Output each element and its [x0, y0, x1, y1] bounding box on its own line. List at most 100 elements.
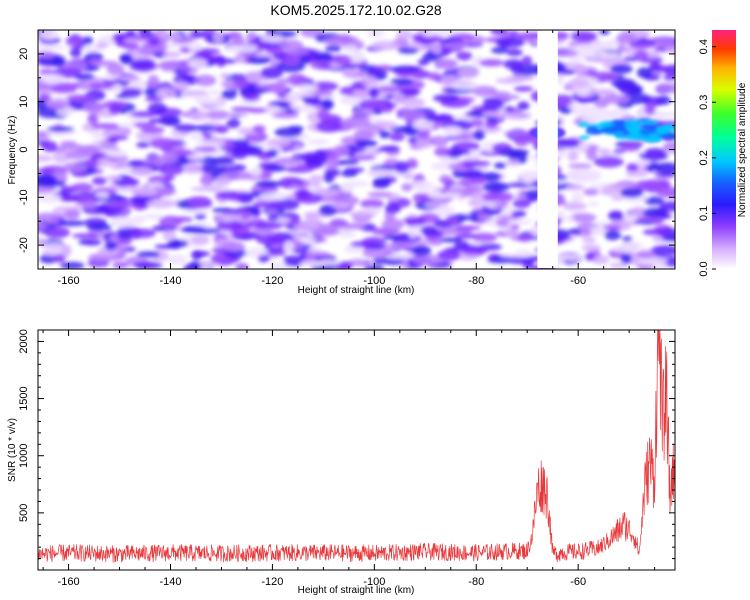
x-tick-label: -60: [570, 275, 586, 287]
spectrogram-cell: [56, 107, 74, 117]
spectrogram-cell: [620, 253, 632, 265]
spectrogram-cell: [109, 216, 138, 228]
spectrogram-cell: [306, 138, 330, 146]
spectrogram-cell: [607, 210, 624, 222]
spectrogram-cell: [366, 168, 394, 176]
spectrogram-cell: [109, 135, 129, 141]
spectrogram-cell: [257, 151, 273, 160]
spectrogram-cell: [91, 123, 121, 130]
colorbar-label: Normalized spectral amplitude: [737, 82, 748, 217]
spectrogram-cell: [64, 209, 81, 220]
spectrogram-cell: [269, 198, 283, 210]
snr-x-axis: -160 -140 -120 -100 -80 -60: [42, 330, 656, 588]
spectrogram-cell: [230, 106, 256, 112]
spectrogram-cell: [620, 187, 644, 198]
spectrogram-cell: [46, 126, 75, 132]
spectrogram-cell: [41, 140, 58, 152]
spectrogram-cell: [424, 114, 455, 123]
spectrogram-cell: [331, 201, 352, 210]
spectrogram-cell: [104, 241, 118, 251]
spectrogram-cell: [339, 95, 364, 105]
spectrogram-cell: [496, 94, 521, 100]
spectrogram-cell: [304, 251, 331, 258]
spectrogram-cell: [182, 208, 210, 215]
spectrogram-cell: [473, 129, 485, 141]
spectrogram-cell: [193, 146, 218, 153]
spectrogram-cell: [239, 233, 261, 239]
spectrogram-cell: [129, 166, 154, 177]
spectrogram-cell: [260, 34, 283, 43]
spectrogram-cell: [315, 120, 343, 133]
spectrogram-cell: [61, 244, 72, 257]
snr-panel: -160 -140 -120 -100 -80 -60 500 1000 1500 2000 H…: [7, 329, 676, 596]
spectrogram-cell: [521, 55, 533, 66]
spectrogram-cell: [182, 75, 193, 83]
spectrogram-cell: [451, 81, 480, 90]
spectrogram-band-cell: [643, 135, 663, 143]
spectrogram-cell: [265, 209, 278, 215]
spectrogram-cell: [494, 162, 507, 169]
spectrogram-cell: [506, 75, 535, 82]
spectrogram-cell: [471, 85, 498, 97]
spectrogram-cell: [60, 261, 85, 269]
spectrogram-cell: [252, 125, 266, 133]
figure-title: KOM5.2025.172.10.02.G28: [270, 2, 441, 18]
spectrogram-cell: [432, 94, 460, 103]
spectrogram-cell: [513, 249, 534, 258]
spectrogram-cell: [437, 59, 457, 69]
spectrogram-cell: [571, 105, 599, 117]
spectrogram-cell: [41, 242, 68, 253]
spectrogram-cell: [565, 183, 585, 191]
spectrogram-cell: [87, 113, 99, 125]
spectrogram-band-cell: [662, 123, 675, 131]
spectrogram-cell: [288, 183, 301, 189]
spectrogram-cell: [506, 256, 535, 265]
spectrogram-cell: [629, 41, 657, 49]
spectrogram-cell: [511, 210, 527, 218]
spectrogram-cell: [147, 155, 173, 162]
spectrogram-cell: [104, 175, 122, 182]
spectrogram-cell: [491, 46, 509, 54]
spectrogram-cell: [626, 163, 639, 173]
spectrogram-cell: [38, 222, 48, 231]
spectrogram-cell: [117, 236, 133, 246]
spectrogram-cell: [469, 119, 485, 127]
spectrogram-cell: [350, 258, 366, 264]
spectrogram-cell: [38, 212, 60, 224]
y-tick-label: -20: [18, 237, 30, 253]
spectrogram-cell: [384, 158, 399, 165]
spectrogram-cell: [163, 51, 181, 58]
spectrogram-cell: [96, 157, 111, 168]
spectrogram-cell: [284, 260, 306, 267]
spectrogram-cell: [367, 30, 385, 38]
spectrogram-cell: [422, 52, 438, 62]
x-tick-label: -100: [363, 576, 385, 588]
spectrogram-cell: [117, 123, 136, 129]
spectrogram-band-cell: [611, 119, 626, 125]
spectrogram-cell: [239, 87, 267, 95]
spectrogram-cell: [454, 225, 473, 234]
spectrogram-cell: [38, 237, 48, 245]
spectrogram-cell: [142, 213, 164, 220]
spectrogram-cell: [623, 56, 639, 62]
spectrogram-cell: [317, 109, 331, 121]
spectrogram-cell: [647, 64, 671, 73]
spectrogram-cell: [258, 191, 289, 201]
spectrogram-cell: [298, 84, 319, 92]
spectrogram-cell: [76, 194, 100, 203]
spectrogram-cell: [468, 215, 480, 222]
spectrogram-y-label: Frequency (Hz): [7, 116, 18, 185]
spectrogram-band-cell: [623, 119, 644, 127]
spectrogram-cell: [207, 89, 222, 96]
spectrogram-cell: [611, 195, 624, 201]
spectrogram-cell: [136, 251, 161, 258]
spectrogram-cell: [356, 139, 378, 148]
spectrogram-cell: [381, 218, 405, 230]
spectrogram-cell: [582, 50, 609, 60]
spectrogram-cell: [249, 166, 263, 178]
spectrogram-cell: [187, 196, 208, 209]
x-tick-label: -80: [468, 275, 484, 287]
spectrogram-cell: [59, 144, 87, 150]
x-tick-label: -160: [58, 275, 80, 287]
spectrogram-cell: [188, 58, 208, 70]
